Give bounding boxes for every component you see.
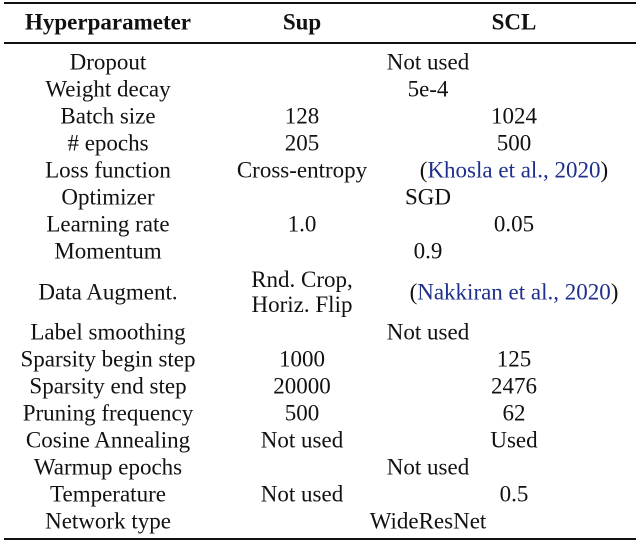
- citation-open-paren: (: [419, 157, 428, 183]
- row-name: Warmup epochs: [33, 454, 183, 480]
- row-shared-value: Not used: [386, 49, 470, 75]
- row-name: Momentum: [54, 238, 162, 264]
- row-name: Pruning frequency: [22, 400, 194, 426]
- row-scl-citation: (Nakkiran et al., 2020): [410, 279, 619, 306]
- row-sup-value: 500: [284, 400, 320, 426]
- row-sup-value: 128: [284, 103, 320, 129]
- row-name: Optimizer: [61, 184, 155, 210]
- row-scl-value: 2476: [491, 373, 537, 399]
- top-rule: [4, 2, 636, 4]
- header-hyperparameter: Hyperparameter: [24, 9, 192, 35]
- row-sup-value: 1000: [279, 346, 325, 372]
- row-sup-value: Cross-entropy: [236, 157, 368, 183]
- header-scl: SCL: [491, 9, 537, 35]
- row-name: Sparsity end step: [29, 373, 187, 399]
- row-scl-value: Used: [490, 427, 538, 453]
- row-shared-value: Not used: [386, 319, 470, 345]
- row-scl-value: 62: [502, 400, 526, 426]
- row-sup-value: 1.0: [287, 211, 317, 237]
- row-sup-value: 205: [284, 130, 320, 156]
- row-scl-citation: (Khosla et al., 2020): [420, 157, 608, 184]
- row-shared-value: Not used: [386, 454, 470, 480]
- row-sup-line: Rnd. Crop,: [251, 267, 353, 292]
- row-scl-value: 500: [496, 130, 532, 156]
- row-shared-value: SGD: [404, 184, 452, 210]
- row-scl-value: 1024: [491, 103, 537, 129]
- header-rule: [4, 42, 636, 44]
- row-name: Label smoothing: [30, 319, 186, 345]
- row-name: Cosine Annealing: [25, 427, 191, 453]
- bottom-rule: [4, 538, 636, 540]
- row-name: Network type: [45, 508, 171, 534]
- row-name: Weight decay: [45, 76, 171, 102]
- row-sup-value: Not used: [260, 427, 344, 453]
- row-name: Sparsity begin step: [20, 346, 196, 372]
- row-name: Learning rate: [46, 211, 170, 237]
- citation-link[interactable]: Nakkiran et al., 2020: [417, 279, 611, 305]
- row-sup-value: Not used: [260, 481, 344, 507]
- row-name: Batch size: [60, 103, 156, 129]
- row-scl-value: 0.5: [499, 481, 529, 507]
- row-shared-value: 0.9: [413, 238, 443, 264]
- row-sup-value: 20000: [273, 373, 331, 399]
- row-name: Data Augment.: [38, 279, 178, 305]
- row-shared-value: WideResNet: [369, 508, 487, 534]
- header-sup: Sup: [282, 9, 322, 35]
- row-scl-value: 125: [496, 346, 532, 372]
- row-name: # epochs: [67, 130, 149, 156]
- row-sup-value: Rnd. Crop, Horiz. Flip: [251, 267, 353, 317]
- citation-link[interactable]: Khosla et al., 2020: [427, 157, 601, 183]
- row-name: Temperature: [50, 481, 166, 507]
- row-name: Loss function: [45, 157, 171, 183]
- citation-open-paren: (: [409, 279, 418, 305]
- citation-close-paren: ): [600, 157, 609, 183]
- citation-close-paren: ): [610, 279, 619, 305]
- row-scl-value: 0.05: [493, 211, 535, 237]
- row-shared-value: 5e-4: [407, 76, 449, 102]
- row-name: Dropout: [69, 49, 147, 75]
- row-sup-line: Horiz. Flip: [251, 292, 353, 317]
